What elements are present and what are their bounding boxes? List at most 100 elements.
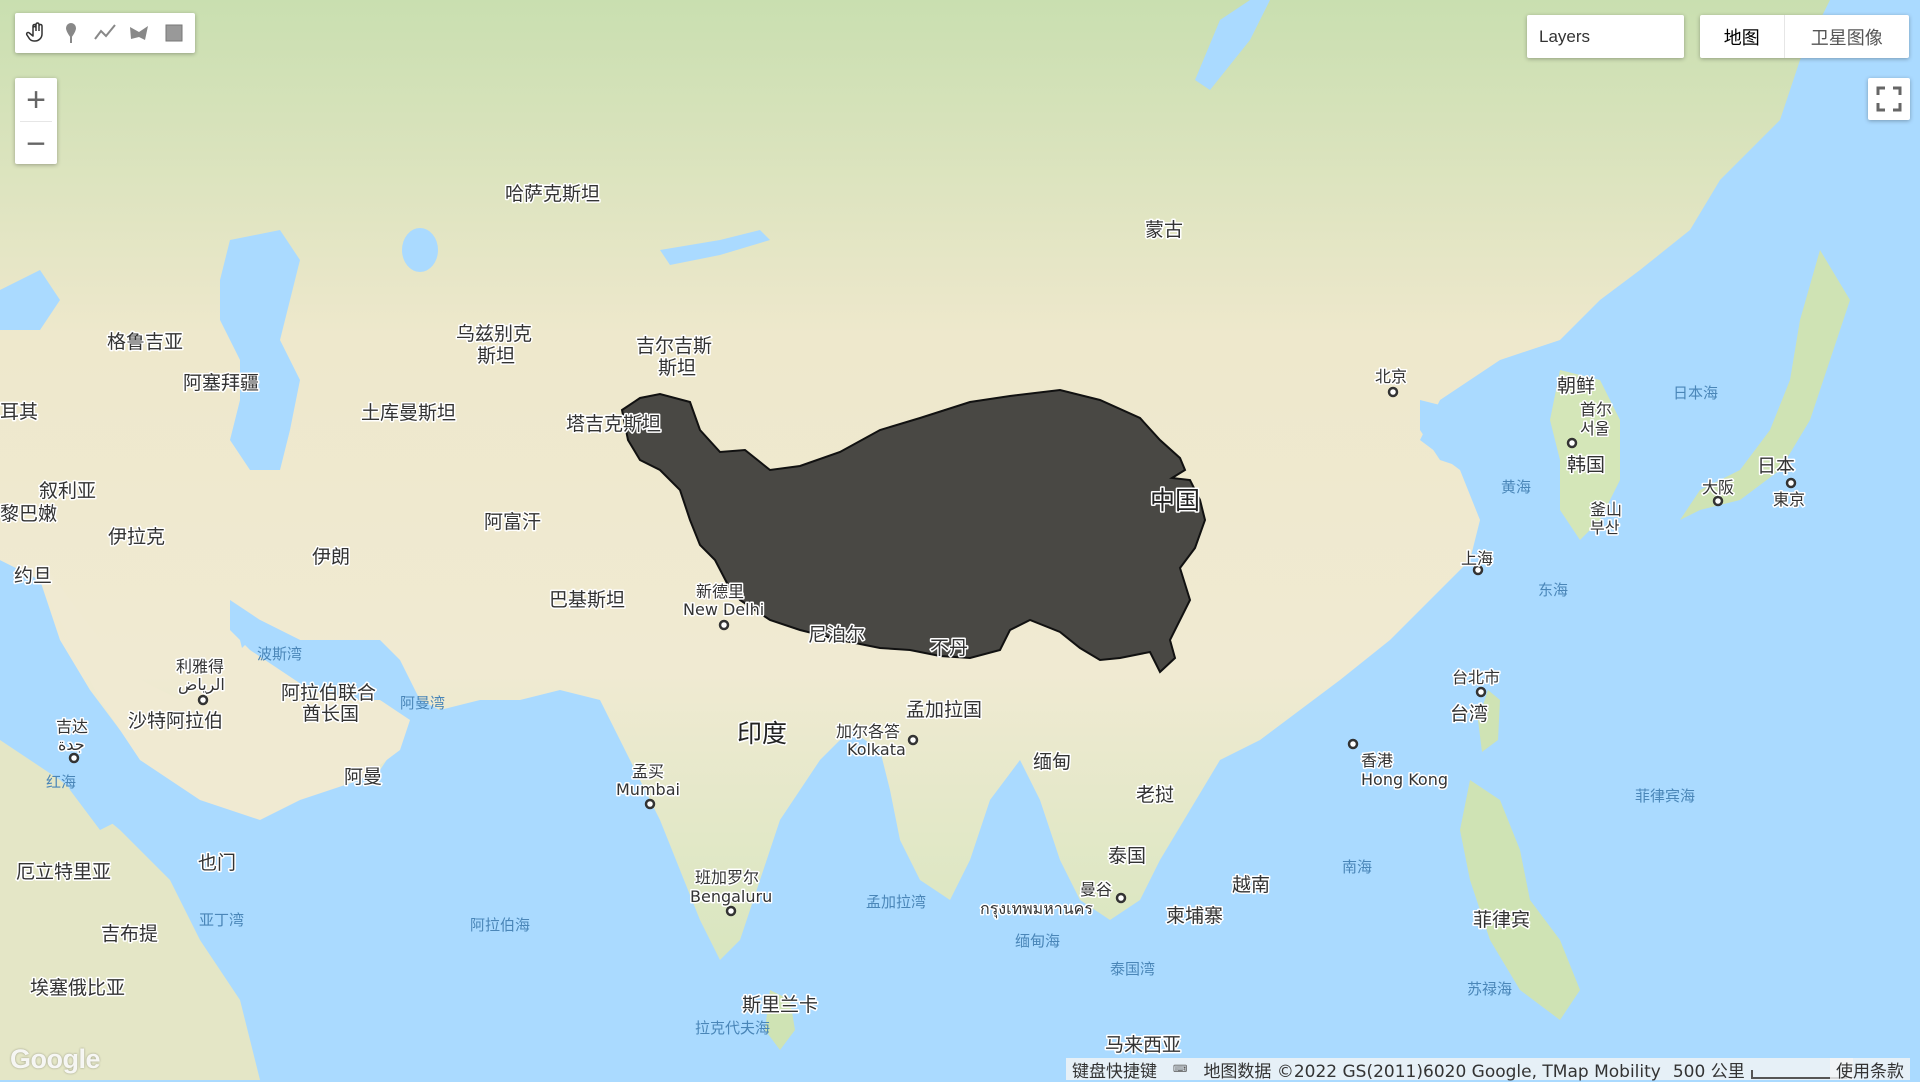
city-dot-taipei bbox=[1475, 686, 1487, 698]
bohai-sea bbox=[1420, 400, 1480, 470]
label-busan-2: 부산 bbox=[1590, 518, 1620, 537]
label-delhi: 新德里 bbox=[696, 582, 744, 601]
lake-balkhash bbox=[660, 230, 770, 265]
zoom-in-button[interactable]: + bbox=[26, 80, 46, 119]
label-yemen: 也门 bbox=[198, 852, 236, 874]
fullscreen-icon bbox=[1876, 86, 1902, 112]
label-jordan: 约旦 bbox=[14, 565, 52, 587]
red-sea-water bbox=[10, 620, 120, 830]
city-dot-shanghai bbox=[1472, 564, 1484, 576]
zoom-divider bbox=[20, 121, 52, 122]
label-kyrgyzstan-2: 斯坦 bbox=[658, 357, 696, 379]
label-iran: 伊朗 bbox=[312, 546, 350, 568]
polygon-icon[interactable] bbox=[122, 16, 156, 50]
label-saudi: 沙特阿拉伯 bbox=[128, 710, 223, 732]
caspian-sea bbox=[220, 230, 300, 470]
label-beijing: 北京 bbox=[1375, 367, 1407, 386]
label-bengaluru: 班加罗尔 bbox=[695, 868, 759, 887]
terms-link[interactable]: 使用条款 bbox=[1836, 1061, 1904, 1082]
label-red-sea: 红海 bbox=[46, 773, 76, 791]
label-myanmar: 缅甸 bbox=[1033, 751, 1071, 773]
attribution-bar: 键盘快捷键 ⌨ 地图数据 ©2022 GS(2011)6020 Google, … bbox=[1066, 1057, 1853, 1082]
label-afghanistan: 阿富汗 bbox=[484, 511, 541, 533]
pan-hand-icon[interactable] bbox=[19, 16, 53, 50]
label-pakistan: 巴基斯坦 bbox=[549, 589, 625, 611]
city-dot-hongkong bbox=[1347, 738, 1359, 750]
city-dot-bengaluru bbox=[725, 905, 737, 917]
highlight-region[interactable] bbox=[620, 388, 1207, 674]
persian-gulf-water bbox=[230, 600, 390, 700]
marker-pin-icon[interactable] bbox=[54, 16, 88, 50]
label-kyrgyzstan: 吉尔吉斯 bbox=[636, 335, 712, 357]
city-dot-kolkata bbox=[907, 734, 919, 746]
label-turkmenistan: 土库曼斯坦 bbox=[361, 402, 456, 424]
layers-dropdown[interactable]: Layers bbox=[1527, 15, 1684, 58]
label-arabian-sea: 阿拉伯海 bbox=[470, 916, 530, 934]
keyboard-shortcuts-link[interactable]: 键盘快捷键 bbox=[1072, 1061, 1157, 1082]
label-bengaluru-2: Bengaluru bbox=[690, 887, 772, 906]
label-bangkok-2: กรุงเทพมหานคร bbox=[980, 899, 1093, 919]
label-philippine-sea: 菲律宾海 bbox=[1635, 787, 1695, 805]
lake-baikal bbox=[1195, 0, 1270, 90]
zoom-out-button[interactable]: − bbox=[26, 124, 46, 163]
label-taipei: 台北市 bbox=[1452, 668, 1500, 687]
label-riyadh: 利雅得 bbox=[176, 657, 224, 676]
label-syria: 叙利亚 bbox=[39, 480, 96, 502]
label-uzbekistan-2: 斯坦 bbox=[477, 345, 515, 367]
google-logo: Google bbox=[10, 1044, 101, 1074]
label-eritrea: 厄立特里亚 bbox=[16, 861, 111, 883]
label-lebanon: 黎巴嫩 bbox=[0, 503, 57, 525]
label-oman: 阿曼 bbox=[344, 766, 382, 788]
polyline-icon[interactable] bbox=[88, 16, 122, 50]
label-kolkata-2: Kolkata bbox=[847, 740, 906, 759]
label-kolkata: 加尔各答 bbox=[836, 722, 900, 741]
label-turkey: 耳其 bbox=[0, 401, 38, 423]
label-taiwan: 台湾 bbox=[1450, 703, 1488, 725]
label-cambodia: 柬埔寨 bbox=[1166, 905, 1223, 927]
label-riyadh-2: الرياض bbox=[178, 675, 225, 695]
label-laccadive-sea: 拉克代夫海 bbox=[695, 1019, 770, 1037]
map-type-satellite-button[interactable]: 卫星图像 bbox=[1783, 15, 1909, 58]
land-africa-horn bbox=[0, 740, 260, 1080]
city-dot-tokyo bbox=[1785, 477, 1797, 489]
label-uzbekistan: 乌兹别克 bbox=[456, 323, 532, 345]
map-data-text: 地图数据 ©2022 GS(2011)6020 Google, TMap Mob… bbox=[1203, 1061, 1661, 1082]
land-sri-lanka bbox=[765, 990, 795, 1050]
land-japan bbox=[1680, 250, 1850, 520]
city-dot-mumbai bbox=[644, 798, 656, 810]
label-ethiopia: 埃塞俄比亚 bbox=[30, 977, 125, 999]
label-hongkong-2: Hong Kong bbox=[1361, 770, 1448, 789]
label-india: 印度 bbox=[737, 719, 787, 748]
label-bay-of-bengal: 孟加拉湾 bbox=[866, 893, 926, 911]
label-laos: 老挝 bbox=[1136, 784, 1174, 806]
label-seoul: 首尔 bbox=[1580, 400, 1612, 419]
label-iraq: 伊拉克 bbox=[108, 526, 165, 548]
label-georgia: 格鲁吉亚 bbox=[107, 331, 183, 353]
rectangle-icon[interactable] bbox=[157, 16, 191, 50]
label-gulf-of-oman: 阿曼湾 bbox=[400, 694, 445, 712]
label-jeddah: 吉达 bbox=[56, 717, 88, 736]
label-andaman-sea: 缅甸海 bbox=[1015, 932, 1060, 950]
scale-label: 500 公里 bbox=[1667, 1057, 1853, 1082]
aral-sea bbox=[402, 228, 438, 272]
label-djibouti: 吉布提 bbox=[101, 923, 158, 945]
label-north-korea: 朝鲜 bbox=[1557, 375, 1595, 397]
map-type-map-button[interactable]: 地图 bbox=[1723, 27, 1760, 49]
label-tokyo: 東京 bbox=[1773, 490, 1805, 509]
label-sea-of-japan: 日本海 bbox=[1673, 384, 1718, 402]
label-gulf-of-thailand: 泰国湾 bbox=[1110, 960, 1155, 978]
label-seoul-2: 서울 bbox=[1580, 419, 1609, 438]
label-jeddah-2: جدة bbox=[58, 735, 85, 754]
label-east-china-sea: 东海 bbox=[1538, 581, 1568, 599]
label-uae: 阿拉伯联合 bbox=[281, 682, 376, 704]
land-korea bbox=[1550, 370, 1620, 540]
label-japan: 日本 bbox=[1757, 455, 1795, 477]
label-uae-2: 酋长国 bbox=[302, 703, 359, 725]
label-south-china-sea: 南海 bbox=[1342, 858, 1372, 876]
label-china: 中国 bbox=[1150, 486, 1200, 515]
city-dot-jeddah bbox=[68, 752, 80, 764]
fullscreen-button[interactable] bbox=[1868, 78, 1910, 120]
label-persian-gulf: 波斯湾 bbox=[257, 645, 302, 663]
label-sri-lanka: 斯里兰卡 bbox=[742, 994, 818, 1016]
